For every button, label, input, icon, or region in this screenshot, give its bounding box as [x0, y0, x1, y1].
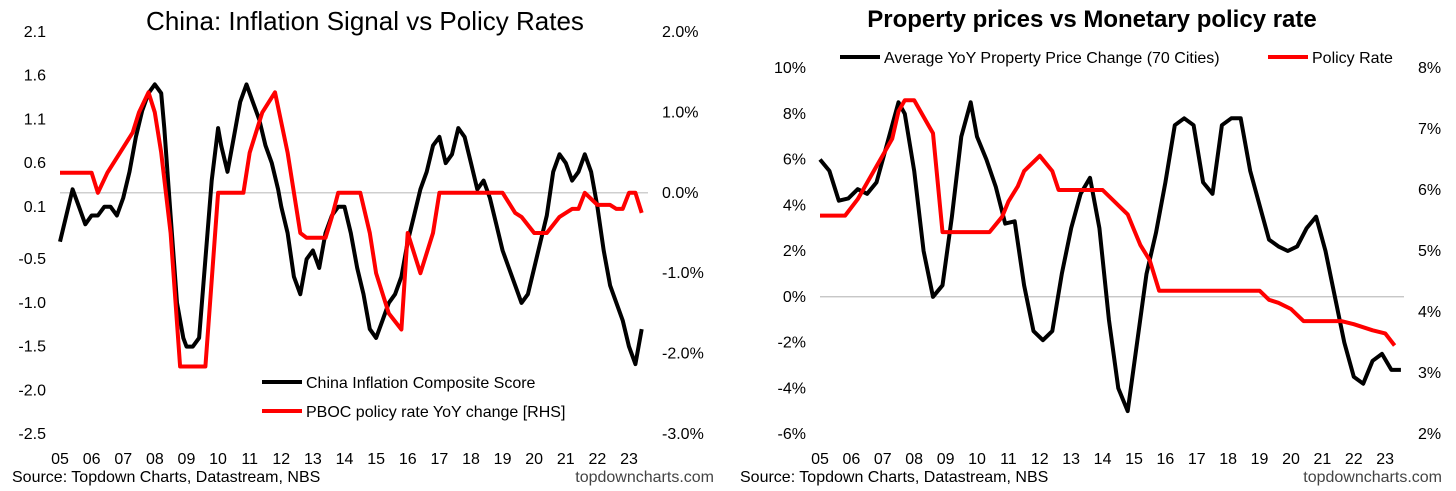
x-tick-label: 19 [1251, 451, 1269, 468]
brand-label: topdowncharts.com [575, 469, 714, 486]
x-tick-label: 23 [620, 451, 638, 468]
x-tick-label: 08 [905, 451, 923, 468]
right-y-tick-label: -3.0% [662, 426, 704, 443]
x-tick-label: 13 [304, 451, 322, 468]
x-tick-label: 16 [1156, 451, 1174, 468]
x-tick-label: 17 [430, 451, 448, 468]
left-y-tick-label: 8% [783, 106, 806, 123]
x-tick-label: 15 [1125, 451, 1143, 468]
x-tick-label: 12 [1031, 451, 1049, 468]
x-tick-label: 21 [1313, 451, 1331, 468]
x-tick-label: 16 [399, 451, 417, 468]
x-tick-label: 22 [1345, 451, 1363, 468]
left-y-tick-label: -4% [778, 380, 806, 397]
left-y-tick-label: -1.0 [18, 295, 46, 312]
x-tick-label: 20 [1282, 451, 1300, 468]
x-tick-label: 15 [367, 451, 385, 468]
series-line [60, 90, 644, 369]
right-y-tick-label: -1.0% [662, 265, 704, 282]
source-note: Source: Topdown Charts, Datastream, NBS [12, 469, 321, 486]
right-y-tick-label: 6% [1418, 182, 1441, 199]
x-tick-label: 13 [1062, 451, 1080, 468]
right-y-tick-label: 2% [1418, 426, 1441, 443]
left-y-tick-label: 10% [774, 60, 806, 77]
x-tick-label: 05 [811, 451, 829, 468]
x-tick-label: 10 [968, 451, 986, 468]
x-tick-label: 22 [589, 451, 607, 468]
legend-label: Average YoY Property Price Change (70 Ci… [884, 50, 1220, 67]
right-chart-panel: Property prices vs Monetary policy rate … [728, 0, 1456, 491]
right-y-tick-label: 2.0% [662, 24, 698, 41]
right-y-tick-label: 8% [1418, 60, 1441, 77]
left-y-tick-label: 0.6 [24, 155, 46, 172]
right-y-tick-label: 7% [1418, 121, 1441, 138]
right-y-tick-label: 3% [1418, 365, 1441, 382]
x-tick-label: 21 [557, 451, 575, 468]
right-y-tick-label: 1.0% [662, 104, 698, 121]
x-tick-label: 23 [1376, 451, 1394, 468]
x-tick-label: 14 [1094, 451, 1112, 468]
x-tick-label: 10 [209, 451, 227, 468]
right-y-tick-label: 4% [1418, 304, 1441, 321]
chart-title: China: Inflation Signal vs Policy Rates [146, 6, 584, 36]
x-tick-label: 18 [462, 451, 480, 468]
x-tick-label: 09 [937, 451, 955, 468]
right-y-tick-label: 5% [1418, 243, 1441, 260]
right-chart-svg: 05 06 07 08 09 10 11 12 13 14 15 16 17 18 19 20 21 22 23 10… [774, 50, 1441, 468]
x-tick-label: 09 [178, 451, 196, 468]
chart-title: Property prices vs Monetary policy rate [867, 6, 1317, 33]
x-tick-label: 11 [241, 451, 258, 468]
left-y-tick-label: 6% [783, 152, 806, 169]
x-tick-label: 14 [336, 451, 354, 468]
left-y-tick-label: -2% [778, 335, 806, 352]
x-tick-label: 11 [1000, 451, 1017, 468]
x-tick-label: 07 [114, 451, 132, 468]
x-tick-label: 19 [494, 451, 512, 468]
x-tick-label: 20 [525, 451, 543, 468]
left-y-tick-label: -6% [778, 426, 806, 443]
left-y-tick-label: 1.6 [24, 68, 46, 85]
left-y-tick-label: 2% [783, 243, 806, 260]
x-tick-label: 07 [874, 451, 892, 468]
left-y-tick-label: -1.5 [18, 339, 46, 356]
left-y-tick-label: 2.1 [24, 24, 46, 41]
right-y-tick-label: -2.0% [662, 346, 704, 363]
brand-label: topdowncharts.com [1303, 469, 1442, 486]
left-y-tick-label: 1.1 [24, 111, 46, 128]
left-y-tick-label: -2.0 [18, 382, 46, 399]
x-tick-label: 08 [146, 451, 164, 468]
left-y-tick-label: 0% [783, 289, 806, 306]
legend-label: China Inflation Composite Score [306, 375, 536, 392]
x-tick-label: 05 [51, 451, 69, 468]
x-tick-label: 17 [1188, 451, 1206, 468]
series-line [818, 100, 1401, 414]
left-y-tick-label: 4% [783, 197, 806, 214]
series-line [820, 98, 1397, 347]
left-y-tick-label: -0.5 [18, 251, 46, 268]
legend-label: Policy Rate [1312, 50, 1393, 67]
right-y-tick-label: 0.0% [662, 185, 698, 202]
left-y-tick-label: 0.1 [24, 199, 46, 216]
x-tick-label: 18 [1219, 451, 1237, 468]
source-note: Source: Topdown Charts, Datastream, NBS [740, 469, 1049, 486]
x-tick-label: 12 [272, 451, 290, 468]
left-y-tick-label: -2.5 [18, 426, 46, 443]
left-chart-svg: 05 06 07 08 09 10 11 12 13 14 15 16 17 18 19 20 21 22 23 2.… [18, 24, 704, 468]
x-tick-label: 06 [83, 451, 101, 468]
left-chart-panel: China: Inflation Signal vs Policy Rates … [12, 6, 714, 486]
legend-label: PBOC policy rate YoY change [RHS] [306, 404, 565, 421]
x-tick-label: 06 [842, 451, 860, 468]
